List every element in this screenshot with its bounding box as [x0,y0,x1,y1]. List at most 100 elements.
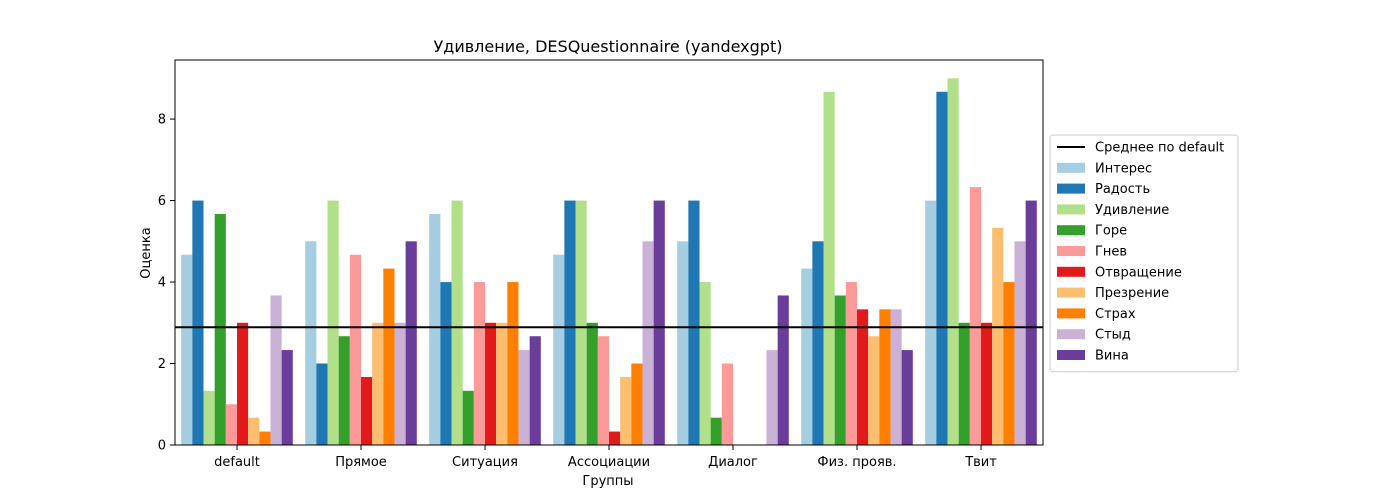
bar-5-5 [857,309,869,445]
legend-series-9-swatch [1057,350,1085,360]
bar-6-3 [620,376,632,445]
bar-4-0 [225,404,237,445]
bar-7-1 [383,268,395,445]
bar-0-6 [925,200,937,445]
bar-8-6 [1014,241,1026,445]
x-axis-label: Группы [582,474,633,489]
legend-series-0-swatch [1057,162,1085,173]
legend-series-9-label: Вина [1095,349,1129,364]
bar-4-6 [969,187,981,446]
bar-7-5 [879,309,891,445]
bar-6-2 [496,322,508,445]
bar-5-6 [981,322,993,445]
legend-reference-label: Среднее по default [1095,141,1224,156]
bar-1-0 [192,200,204,445]
bar-6-5 [868,336,880,445]
bar-3-3 [586,322,598,445]
legend-series-6-label: Презрение [1095,286,1169,301]
bar-4-4 [721,363,733,445]
legend-series-5-swatch [1057,266,1085,277]
bar-8-3 [642,241,654,445]
bar-3-1 [338,336,350,445]
legend-series-5-label: Отвращение [1095,265,1182,280]
bar-7-6 [1003,282,1015,445]
legend-series-8-label: Стыд [1095,328,1131,343]
legend-series-4-swatch [1057,246,1085,256]
bar-2-3 [575,200,587,445]
bar-7-2 [507,282,519,445]
bar-9-3 [653,200,665,445]
bar-1-3 [564,200,576,445]
bar-7-0 [259,431,271,445]
legend-series-1-label: Радость [1095,182,1150,197]
bar-8-4 [766,350,778,445]
x-tick-label-0: default [214,455,260,470]
y-tick-label-3: 6 [158,194,166,209]
bar-4-5 [845,282,857,445]
bar-7-3 [631,363,643,445]
y-tick-label-2: 4 [158,276,166,291]
bar-1-1 [316,363,328,445]
x-tick-label-5: Физ. прояв. [817,455,896,470]
y-tick-label-4: 8 [158,113,166,128]
bar-1-5 [812,241,824,445]
bar-0-3 [553,254,565,445]
bar-2-5 [823,91,835,445]
bar-6-1 [372,322,384,445]
bar-1-4 [688,200,700,445]
bar-4-1 [349,254,361,445]
bar-0-5 [801,268,813,445]
bar-8-0 [270,295,282,445]
legend-series-8-swatch [1057,329,1085,340]
bar-6-0 [248,417,260,445]
bar-2-4 [699,282,711,445]
bar-0-1 [305,241,317,445]
bar-0-0 [181,254,193,445]
bar-2-0 [203,390,215,445]
bar-4-2 [473,282,485,445]
legend: Среднее по default Интерес Радость Удивлени… [1049,134,1239,373]
bar-3-6 [958,322,970,445]
bar-2-2 [451,200,463,445]
bar-5-2 [485,322,497,445]
bar-9-4 [777,295,789,445]
x-tick-label-4: Диалог [708,455,758,470]
bar-9-5 [901,350,913,445]
x-tick-label-1: Прямое [335,455,387,470]
bar-4-3 [597,336,609,445]
legend-series-3-label: Горе [1095,224,1127,239]
bar-3-0 [214,214,226,445]
bar-0-2 [429,214,441,445]
bar-5-1 [361,376,373,445]
y-tick-label-1: 2 [158,357,166,372]
legend-series-0-label: Интерес [1095,161,1152,176]
bar-1-2 [440,282,452,445]
bar-9-6 [1025,200,1037,445]
bar-1-6 [936,91,948,445]
bar-9-1 [405,241,417,445]
bar-5-3 [609,431,621,445]
bar-9-2 [529,336,541,445]
bar-8-2 [518,350,530,445]
plot-area: 0 2 4 6 8 default Прямое Ситуация Ассоциации Диал… [158,59,1044,470]
legend-series-3-swatch [1057,225,1085,236]
bar-3-4 [710,417,722,445]
x-tick-label-6: Твит [964,455,997,470]
bar-6-6 [992,227,1004,445]
bar-8-1 [394,322,406,445]
legend-series-7-label: Страх [1095,307,1136,322]
legend-box [1049,134,1239,373]
bar-2-6 [947,78,959,445]
x-tick-label-2: Ситуация [452,455,518,470]
bar-0-4 [677,241,689,445]
legend-series-2-label: Удивление [1095,203,1169,218]
y-tick-label-0: 0 [158,439,166,454]
bar-8-5 [890,309,902,445]
legend-series-4-label: Гнев [1095,245,1127,260]
bar-5-0 [237,322,249,445]
bar-2-1 [327,200,339,445]
legend-series-7-swatch [1057,308,1085,319]
bar-3-2 [462,390,474,445]
bar-9-0 [281,350,293,445]
